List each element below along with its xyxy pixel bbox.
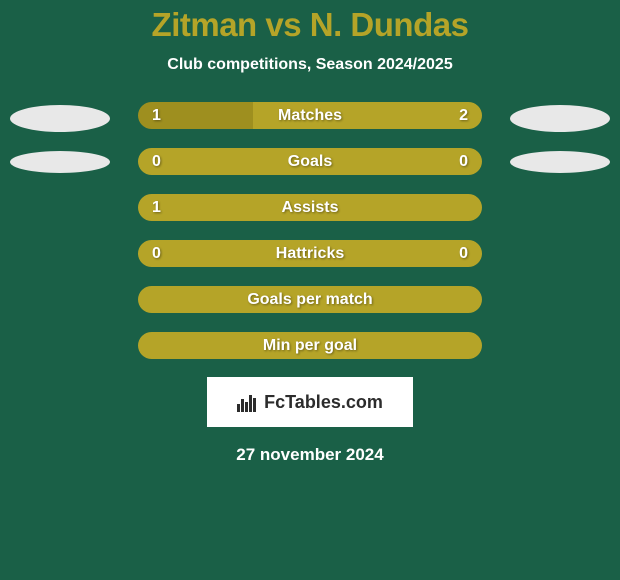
bar-left-segment [138, 286, 482, 313]
right-club-ellipse [510, 151, 610, 173]
bar-right-segment [310, 240, 482, 267]
player-right-avatar [510, 105, 610, 132]
bar-right-segment [310, 148, 482, 175]
page-title: Zitman vs N. Dundas [152, 6, 469, 44]
bar-left-segment [138, 332, 482, 359]
bar-left-segment [138, 148, 310, 175]
fctables-logo[interactable]: FcTables.com [207, 377, 413, 427]
stat-bar: 1Assists [138, 194, 482, 221]
stat-bar: 0Goals0 [138, 148, 482, 175]
logo-text: FcTables.com [264, 392, 383, 413]
chart-icon [237, 392, 257, 412]
player-left-avatar [10, 105, 110, 132]
bar-right-segment [253, 102, 482, 129]
date-text: 27 november 2024 [236, 445, 383, 465]
stat-bar: 1Matches2 [138, 102, 482, 129]
bar-left-segment [138, 240, 310, 267]
main-container: Zitman vs N. Dundas Club competitions, S… [0, 0, 620, 580]
subtitle: Club competitions, Season 2024/2025 [167, 56, 452, 74]
bar-left-segment [138, 194, 482, 221]
right-avatars-column [510, 102, 610, 173]
left-club-ellipse [10, 151, 110, 173]
stats-container: 1Matches2 0Goals0 1Assists 0Hattricks0 Goals… [0, 102, 620, 359]
bars-column: 1Matches2 0Goals0 1Assists 0Hattricks0 Goals… [110, 102, 510, 359]
stat-bar: Min per goal [138, 332, 482, 359]
stat-bar: 0Hattricks0 [138, 240, 482, 267]
stat-bar: Goals per match [138, 286, 482, 313]
left-avatars-column [10, 102, 110, 173]
bar-left-segment [138, 102, 253, 129]
